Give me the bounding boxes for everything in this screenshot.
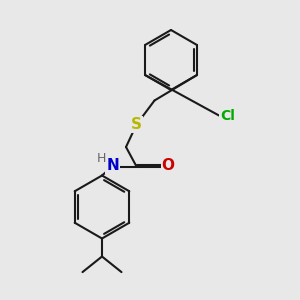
Text: H: H [96, 152, 106, 166]
Text: S: S [131, 117, 142, 132]
Text: Cl: Cl [220, 109, 235, 122]
Text: N: N [106, 158, 119, 173]
Text: O: O [161, 158, 175, 173]
